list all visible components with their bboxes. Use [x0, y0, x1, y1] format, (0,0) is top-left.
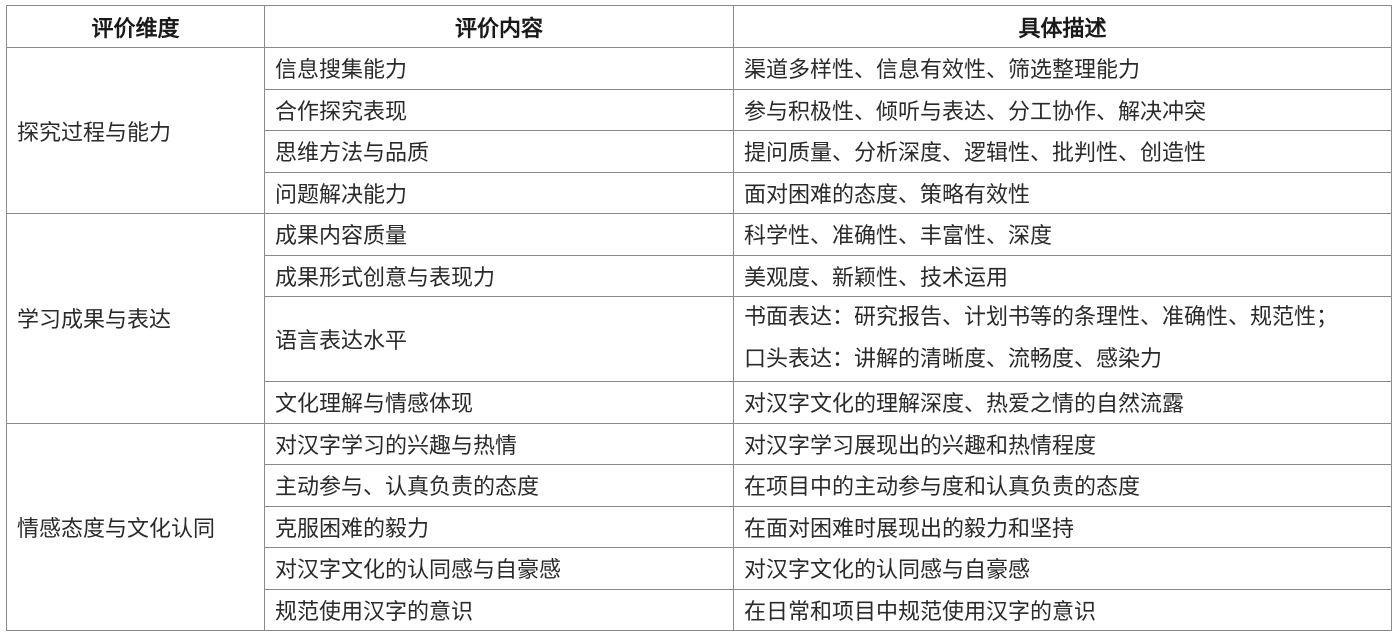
table-row: 主动参与、认真负责的态度 在项目中的主动参与度和认真负责的态度: [7, 464, 1392, 507]
table-row: 对汉字文化的认同感与自豪感 对汉字文化的认同感与自豪感: [7, 547, 1392, 590]
content-cell: 对汉字文化的认同感与自豪感: [264, 547, 734, 590]
table-row: 情感态度与文化认同 对汉字学习的兴趣与热情 对汉字学习展现出的兴趣和热情程度: [6, 422, 1392, 631]
description-line: 在面对困难时展现出的毅力和坚持: [744, 516, 1075, 542]
description-line: 对汉字学习展现出的兴趣和热情程度: [744, 433, 1097, 459]
content-cell: 合作探究表现: [264, 88, 734, 131]
content-cell: 主动参与、认真负责的态度: [264, 464, 734, 507]
description-line: 提问质量、分析深度、逻辑性、批判性、创造性: [744, 141, 1207, 167]
description-cell: 在项目中的主动参与度和认真负责的态度: [733, 464, 1392, 507]
description-line: 口头表达：讲解的清晰度、流畅度、感染力: [744, 347, 1163, 372]
description-cell: 在面对困难时展现出的毅力和坚持: [733, 505, 1392, 548]
description-line: 对汉字文化的理解深度、热爱之情的自然流露: [744, 392, 1185, 418]
content-cell: 问题解决能力: [264, 171, 734, 214]
content-cell: 语言表达水平: [264, 296, 734, 382]
table-row: 合作探究表现 参与积极性、倾听与表达、分工协作、解决冲突: [7, 88, 1392, 131]
table-row: 探究过程与能力 信息搜集能力 渠道多样性、信息有效性、筛选整理能力: [6, 47, 1392, 214]
dimension-cell: 探究过程与能力: [6, 47, 265, 214]
content-cell: 思维方法与品质: [264, 130, 734, 173]
description-cell: 书面表达：研究报告、计划书等的条理性、准确性、规范性； 口头表达：讲解的清晰度、流…: [733, 296, 1392, 382]
description-line: 渠道多样性、信息有效性、筛选整理能力: [744, 58, 1141, 84]
description-line: 面对困难的态度、策略有效性: [744, 182, 1031, 208]
description-cell: 对汉字文化的理解深度、热爱之情的自然流露: [733, 381, 1392, 424]
description-cell: 美观度、新颖性、技术运用: [733, 254, 1392, 297]
header-description: 具体描述: [733, 5, 1392, 48]
content-cell: 成果内容质量: [264, 213, 734, 256]
description-cell: 对汉字学习展现出的兴趣和热情程度: [733, 422, 1392, 465]
table-row: 文化理解与情感体现 对汉字文化的理解深度、热爱之情的自然流露: [7, 381, 1392, 424]
content-cell: 成果形式创意与表现力: [264, 254, 734, 297]
content-cell: 规范使用汉字的意识: [264, 588, 734, 631]
table-body: 探究过程与能力 信息搜集能力 渠道多样性、信息有效性、筛选整理能力 合作探究表现 参与积…: [6, 47, 1392, 631]
description-line: 对汉字文化的认同感与自豪感: [744, 558, 1031, 584]
header-content: 评价内容: [264, 5, 734, 48]
description-cell: 在日常和项目中规范使用汉字的意识: [733, 588, 1392, 631]
header-row: 评价维度 评价内容 具体描述: [6, 5, 1392, 48]
description-line: 参与积极性、倾听与表达、分工协作、解决冲突: [744, 99, 1207, 125]
evaluation-table: 评价维度 评价内容 具体描述 探究过程与能力 信息搜集能力 渠道多样性、信息有效性、…: [6, 5, 1392, 631]
table-row: 克服困难的毅力 在面对困难时展现出的毅力和坚持: [7, 505, 1392, 548]
description-line: 美观度、新颖性、技术运用: [744, 265, 1009, 291]
description-line: 在日常和项目中规范使用汉字的意识: [744, 599, 1097, 625]
description-cell: 渠道多样性、信息有效性、筛选整理能力: [733, 47, 1392, 90]
dimension-cell: 学习成果与表达: [6, 213, 265, 424]
description-line: 在项目中的主动参与度和认真负责的态度: [744, 475, 1141, 501]
description-line: 书面表达：研究报告、计划书等的条理性、准确性、规范性；: [744, 305, 1339, 330]
dimension-cell: 情感态度与文化认同: [6, 422, 265, 631]
table-row: 语言表达水平 书面表达：研究报告、计划书等的条理性、准确性、规范性； 口头表达：讲解…: [7, 296, 1392, 382]
content-cell: 文化理解与情感体现: [264, 381, 734, 424]
content-cell: 信息搜集能力: [264, 47, 734, 90]
description-cell: 参与积极性、倾听与表达、分工协作、解决冲突: [733, 88, 1392, 131]
content-cell: 克服困难的毅力: [264, 505, 734, 548]
description-cell: 提问质量、分析深度、逻辑性、批判性、创造性: [733, 130, 1392, 173]
table-row: 学习成果与表达 成果内容质量 科学性、准确性、丰富性、深度: [6, 213, 1392, 424]
description-cell: 对汉字文化的认同感与自豪感: [733, 547, 1392, 590]
description-cell: 面对困难的态度、策略有效性: [733, 171, 1392, 214]
header-dimension: 评价维度: [6, 5, 265, 48]
description-line: 科学性、准确性、丰富性、深度: [744, 224, 1053, 250]
content-cell: 对汉字学习的兴趣与热情: [264, 422, 734, 465]
description-cell: 科学性、准确性、丰富性、深度: [733, 213, 1392, 256]
table-row: 规范使用汉字的意识 在日常和项目中规范使用汉字的意识: [7, 588, 1392, 631]
